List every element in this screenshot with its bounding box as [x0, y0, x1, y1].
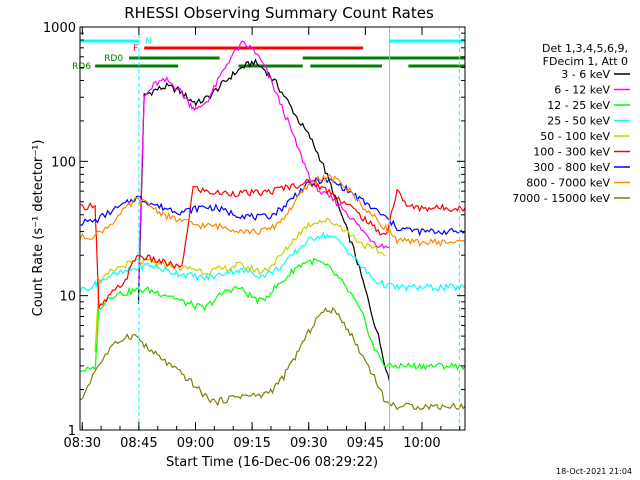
- series-line: [137, 58, 391, 382]
- legend-entry: 25 - 50 keV: [547, 115, 610, 128]
- legend-entry: 300 - 800 keV: [533, 161, 610, 174]
- axes: 08:30 08:45 09:00 09:15 09:30 09:45 10:00 1 10 10…: [43, 21, 465, 451]
- legend-entry: 3 - 6 keV: [561, 68, 610, 81]
- annotation-label: N: [145, 37, 152, 47]
- annotation-label: F: [133, 44, 138, 54]
- legend-entry: 50 - 100 keV: [540, 130, 610, 143]
- x-tick-label: 09:00: [177, 436, 214, 451]
- x-tick-label: 08:30: [64, 436, 101, 451]
- x-axis-label: Start Time (16-Dec-06 08:29:22): [166, 455, 378, 470]
- plot-frame: [79, 26, 466, 431]
- x-tick-label: 10:00: [403, 436, 440, 451]
- series-line: [79, 177, 466, 237]
- y-axis-label: Count Rate (s⁻¹ detector⁻¹): [31, 140, 46, 317]
- y-tick-label: 10: [59, 290, 76, 305]
- series-line: [137, 40, 390, 284]
- legend-entry: 7000 - 15000 keV: [512, 192, 610, 205]
- series-line: [94, 217, 386, 353]
- footer-date: 18-Oct-2021 21:04: [556, 467, 632, 476]
- annotation-label: RD0: [104, 54, 123, 64]
- legend-header: FDecim 1, Att 0: [543, 55, 628, 68]
- x-tick-label: 09:45: [347, 436, 384, 451]
- series-line: [79, 231, 466, 293]
- y-tick-label: 1000: [43, 21, 76, 36]
- series-line: [79, 178, 466, 310]
- series-line: [79, 257, 466, 373]
- legend-entry: 100 - 300 keV: [533, 146, 610, 159]
- x-tick-label: 09:30: [290, 436, 327, 451]
- legend-entry: 800 - 7000 keV: [526, 177, 610, 190]
- series-line: [79, 173, 466, 247]
- legend-entry: 6 - 12 keV: [554, 84, 610, 97]
- chart-title: RHESSI Observing Summary Count Rates: [124, 4, 434, 22]
- x-tick-label: 09:15: [233, 436, 270, 451]
- legend-header: Det 1,3,4,5,6,9,: [542, 42, 628, 55]
- data-series: [79, 40, 466, 411]
- legend-entry: 12 - 25 keV: [547, 99, 610, 112]
- series-line: [79, 306, 466, 411]
- y-tick-label: 100: [51, 155, 76, 170]
- y-tick-label: 1: [68, 424, 76, 439]
- legend: Det 1,3,4,5,6,9,FDecim 1, Att 03 - 6 keV…: [512, 42, 630, 205]
- x-tick-label: 08:45: [120, 436, 157, 451]
